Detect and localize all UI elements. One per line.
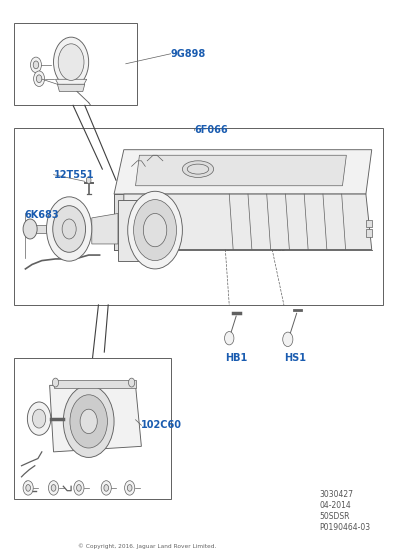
Polygon shape bbox=[30, 225, 48, 234]
Text: 102C60: 102C60 bbox=[141, 420, 183, 430]
Circle shape bbox=[30, 57, 42, 73]
Circle shape bbox=[36, 75, 42, 83]
Ellipse shape bbox=[187, 164, 209, 174]
Circle shape bbox=[62, 219, 76, 239]
Circle shape bbox=[128, 484, 132, 491]
Text: P0190464-03: P0190464-03 bbox=[319, 524, 370, 533]
Circle shape bbox=[128, 378, 135, 387]
Circle shape bbox=[76, 484, 81, 491]
Circle shape bbox=[225, 332, 234, 345]
Text: 6K683: 6K683 bbox=[24, 209, 59, 220]
Text: 6F066: 6F066 bbox=[194, 125, 228, 136]
Circle shape bbox=[33, 61, 39, 69]
Circle shape bbox=[125, 480, 135, 495]
Circle shape bbox=[74, 480, 84, 495]
Circle shape bbox=[128, 192, 183, 269]
Circle shape bbox=[80, 409, 97, 433]
Polygon shape bbox=[366, 229, 372, 237]
Circle shape bbox=[63, 385, 114, 458]
Bar bbox=[15, 24, 137, 105]
Circle shape bbox=[23, 480, 33, 495]
Circle shape bbox=[23, 219, 37, 239]
Polygon shape bbox=[118, 199, 157, 260]
Circle shape bbox=[46, 197, 92, 261]
Circle shape bbox=[283, 332, 293, 347]
Circle shape bbox=[58, 44, 84, 81]
Bar bbox=[15, 128, 383, 305]
Text: 04-2014: 04-2014 bbox=[319, 501, 351, 510]
Circle shape bbox=[143, 213, 167, 247]
Circle shape bbox=[32, 409, 46, 428]
Circle shape bbox=[34, 71, 45, 86]
Circle shape bbox=[27, 402, 51, 435]
Text: 9G898: 9G898 bbox=[171, 49, 206, 59]
Circle shape bbox=[101, 480, 111, 495]
Circle shape bbox=[51, 484, 56, 491]
Circle shape bbox=[52, 378, 59, 387]
Polygon shape bbox=[135, 155, 346, 186]
Circle shape bbox=[53, 206, 86, 252]
Polygon shape bbox=[114, 150, 372, 194]
Polygon shape bbox=[57, 85, 85, 91]
Circle shape bbox=[48, 480, 59, 495]
Polygon shape bbox=[50, 385, 141, 452]
Polygon shape bbox=[53, 380, 135, 388]
Polygon shape bbox=[124, 194, 372, 250]
Circle shape bbox=[70, 395, 107, 448]
Circle shape bbox=[86, 177, 91, 184]
Text: © Copyright, 2016. Jaguar Land Rover Limited.: © Copyright, 2016. Jaguar Land Rover Lim… bbox=[78, 543, 217, 549]
Circle shape bbox=[104, 484, 109, 491]
Text: 3030427: 3030427 bbox=[319, 490, 353, 499]
Text: HS1: HS1 bbox=[284, 353, 306, 363]
Circle shape bbox=[133, 199, 177, 260]
Ellipse shape bbox=[183, 161, 213, 178]
Polygon shape bbox=[55, 80, 87, 85]
Text: 12T551: 12T551 bbox=[53, 170, 94, 180]
Circle shape bbox=[26, 484, 30, 491]
Text: HB1: HB1 bbox=[225, 353, 248, 363]
Text: 50SDSR: 50SDSR bbox=[319, 512, 350, 521]
Polygon shape bbox=[92, 213, 118, 244]
Bar bbox=[15, 358, 171, 499]
Polygon shape bbox=[114, 194, 124, 250]
Circle shape bbox=[53, 37, 89, 87]
Polygon shape bbox=[366, 220, 372, 227]
